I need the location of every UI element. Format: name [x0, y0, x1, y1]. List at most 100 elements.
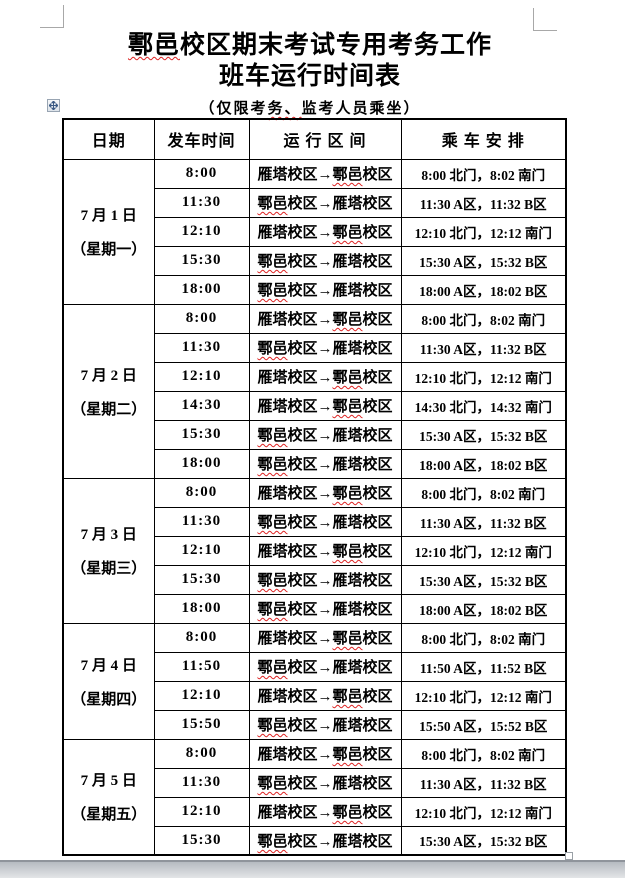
arrangement-cell[interactable]: 12:10 北门，12:12 南门 [400, 680, 567, 711]
arrangement-cell[interactable]: 11:50 A区，11:52 B区 [400, 651, 567, 682]
time-cell[interactable]: 12:10 [153, 680, 250, 711]
time-cell[interactable]: 8:00 [153, 738, 250, 769]
arrangement-cell[interactable]: 11:30 A区，11:32 B区 [400, 767, 567, 798]
route-cell[interactable]: 雁塔校区→鄠邑校区 [248, 680, 402, 711]
arrangement-cell[interactable]: 15:50 A区，15:52 B区 [400, 709, 567, 740]
document-heading: 鄠邑校区期末考试专用考务工作 班车运行时间表 （仅限考务、监考人员乘坐） [40, 30, 580, 118]
time-cell[interactable]: 11:30 [153, 506, 250, 537]
time-cell[interactable]: 15:30 [153, 564, 250, 595]
time-cell[interactable]: 8:00 [153, 303, 250, 334]
route-cell[interactable]: 雁塔校区→鄠邑校区 [248, 738, 402, 769]
route-cell[interactable]: 鄠邑校区→雁塔校区 [248, 245, 402, 276]
route-cell[interactable]: 雁塔校区→鄠邑校区 [248, 390, 402, 421]
weekday-label: （星期五） [71, 807, 147, 824]
route-cell[interactable]: 雁塔校区→鄠邑校区 [248, 361, 402, 392]
arrangement-cell[interactable]: 12:10 北门，12:12 南门 [400, 216, 567, 247]
date-cell[interactable]: 7 月 4 日 （星期四） [62, 622, 155, 740]
arrangement-cell[interactable]: 15:30 A区，15:32 B区 [400, 564, 567, 595]
route-cell[interactable]: 鄠邑校区→雁塔校区 [248, 274, 402, 305]
time-cell[interactable]: 11:30 [153, 332, 250, 363]
time-cell[interactable]: 12:10 [153, 796, 250, 827]
arrangement-cell[interactable]: 8:00 北门，8:02 南门 [400, 738, 567, 769]
route-cell[interactable]: 雁塔校区→鄠邑校区 [248, 216, 402, 247]
arrangement-cell[interactable]: 18:00 A区，18:02 B区 [400, 593, 567, 624]
weekday-label: （星期一） [71, 242, 147, 258]
arrangement-cell[interactable]: 8:00 北门，8:02 南门 [400, 622, 567, 653]
time-cell[interactable]: 18:00 [153, 593, 250, 624]
time-cell[interactable]: 12:10 [153, 216, 250, 247]
table-row: 11:50 鄠邑校区→雁塔校区 11:50 A区，11:52 B区 [63, 651, 567, 682]
route-cell[interactable]: 鄠邑校区→雁塔校区 [248, 564, 402, 595]
route-cell[interactable]: 鄠邑校区→雁塔校区 [248, 419, 402, 450]
arrangement-cell[interactable]: 11:30 A区，11:32 B区 [400, 187, 567, 218]
arrangement-cell[interactable]: 18:00 A区，18:02 B区 [400, 274, 567, 305]
document-title-line1[interactable]: 鄠邑校区期末考试专用考务工作 [127, 32, 493, 59]
route-cell[interactable]: 雁塔校区→鄠邑校区 [248, 158, 402, 189]
arrangement-cell[interactable]: 8:00 北门，8:02 南门 [400, 303, 567, 334]
date-cell[interactable]: 7 月 3 日 （星期三） [62, 477, 155, 624]
time-cell[interactable]: 14:30 [153, 390, 250, 421]
time-cell[interactable]: 8:00 [153, 158, 250, 189]
arrangement-cell[interactable]: 11:30 A区，11:32 B区 [400, 506, 567, 537]
time-cell[interactable]: 18:00 [153, 448, 250, 479]
date-cell[interactable]: 7 月 5 日 （星期五） [62, 738, 155, 856]
arrangement-cell[interactable]: 14:30 北门，14:32 南门 [400, 390, 567, 421]
weekday-label: （星期二） [71, 401, 147, 418]
arrangement-cell[interactable]: 12:10 北门，12:12 南门 [400, 535, 567, 566]
time-cell[interactable]: 8:00 [153, 622, 250, 653]
date-label: 7 月 1 日 [80, 208, 137, 224]
bus-schedule-table: 日期 发车时间 运 行 区 间 乘 车 安 排 7 月 1 日 （星期一） 8:… [62, 118, 567, 856]
time-cell[interactable]: 12:10 [153, 361, 250, 392]
time-cell[interactable]: 15:30 [153, 419, 250, 450]
arrangement-cell[interactable]: 15:30 A区，15:32 B区 [400, 245, 567, 276]
route-cell[interactable]: 雁塔校区→鄠邑校区 [248, 622, 402, 653]
arrangement-cell[interactable]: 15:30 A区，15:32 B区 [400, 419, 567, 450]
route-cell[interactable]: 鄠邑校区→雁塔校区 [248, 651, 402, 682]
document-subtitle[interactable]: （仅限考务、监考人员乘坐） [199, 101, 421, 117]
arrangement-cell[interactable]: 8:00 北门，8:02 南门 [400, 158, 567, 189]
time-cell[interactable]: 11:30 [153, 767, 250, 798]
route-cell[interactable]: 鄠邑校区→雁塔校区 [248, 187, 402, 218]
date-cell[interactable]: 7 月 1 日 （星期一） [62, 158, 155, 305]
arrangement-cell[interactable]: 11:30 A区，11:32 B区 [400, 332, 567, 363]
route-cell[interactable]: 鄠邑校区→雁塔校区 [248, 767, 402, 798]
arrangement-cell[interactable]: 8:00 北门，8:02 南门 [400, 477, 567, 508]
arrangement-cell[interactable]: 15:30 A区，15:32 B区 [400, 825, 567, 856]
route-cell[interactable]: 雁塔校区→鄠邑校区 [248, 477, 402, 508]
document-title-line2[interactable]: 班车运行时间表 [218, 63, 401, 90]
time-cell[interactable]: 8:00 [153, 477, 250, 508]
table-row: 18:00 鄠邑校区→雁塔校区 18:00 A区，18:02 B区 [63, 593, 567, 624]
date-label: 7 月 4 日 [80, 657, 137, 674]
time-cell[interactable]: 15:30 [153, 245, 250, 276]
route-cell[interactable]: 鄠邑校区→雁塔校区 [248, 332, 402, 363]
table-header-row: 日期 发车时间 运 行 区 间 乘 车 安 排 [62, 118, 567, 160]
date-cell[interactable]: 7 月 2 日 （星期二） [62, 303, 155, 479]
arrangement-cell[interactable]: 18:00 A区，18:02 B区 [400, 448, 567, 479]
route-cell[interactable]: 雁塔校区→鄠邑校区 [248, 535, 402, 566]
time-cell[interactable]: 18:00 [153, 274, 250, 305]
route-cell[interactable]: 鄠邑校区→雁塔校区 [248, 825, 402, 856]
route-cell[interactable]: 雁塔校区→鄠邑校区 [248, 303, 402, 334]
arrangement-cell[interactable]: 12:10 北门，12:12 南门 [400, 361, 567, 392]
table-move-handle[interactable] [47, 99, 60, 112]
route-cell[interactable]: 鄠邑校区→雁塔校区 [248, 506, 402, 537]
table-row: 11:30 鄠邑校区→雁塔校区 11:30 A区，11:32 B区 [63, 187, 567, 218]
table-row: 15:30 鄠邑校区→雁塔校区 15:30 A区，15:32 B区 [63, 564, 567, 595]
time-cell[interactable]: 12:10 [153, 535, 250, 566]
table-resize-handle[interactable] [565, 852, 573, 860]
time-cell[interactable]: 15:50 [153, 709, 250, 740]
table-row: 7 月 5 日 （星期五） 8:00 雁塔校区→鄠邑校区 8:00 北门，8:0… [62, 738, 567, 856]
table-row: 7 月 4 日 （星期四） 8:00 雁塔校区→鄠邑校区 8:00 北门，8:0… [62, 622, 567, 740]
time-cell[interactable]: 11:30 [153, 187, 250, 218]
route-cell[interactable]: 鄠邑校区→雁塔校区 [248, 593, 402, 624]
header-cell-arrangement: 乘 车 安 排 [400, 118, 567, 160]
time-cell[interactable]: 11:50 [153, 651, 250, 682]
route-cell[interactable]: 鄠邑校区→雁塔校区 [248, 709, 402, 740]
route-cell[interactable]: 雁塔校区→鄠邑校区 [248, 796, 402, 827]
time-cell[interactable]: 15:30 [153, 825, 250, 856]
move-arrows-icon [49, 101, 58, 110]
table-row: 18:00 鄠邑校区→雁塔校区 18:00 A区，18:02 B区 [63, 448, 567, 479]
route-cell[interactable]: 鄠邑校区→雁塔校区 [248, 448, 402, 479]
arrangement-cell[interactable]: 12:10 北门，12:12 南门 [400, 796, 567, 827]
